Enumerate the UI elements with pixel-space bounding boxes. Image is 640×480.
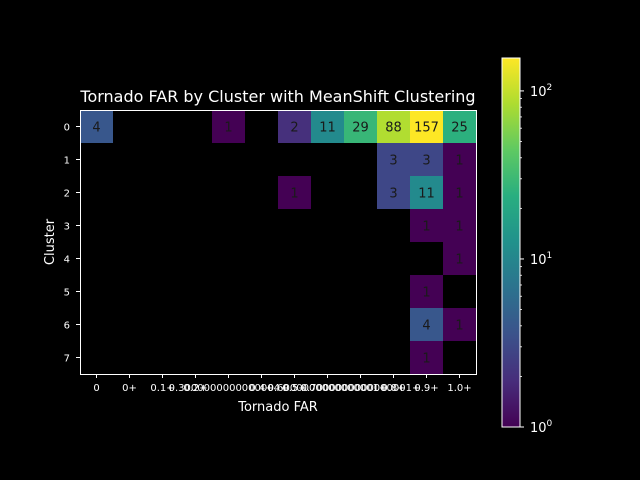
cell-value-label: 11 <box>319 121 336 136</box>
y-tick-label: 6 <box>64 321 70 332</box>
cell-value-label: 11 <box>418 187 435 202</box>
heatmap-cell <box>410 308 443 341</box>
cell-value-label: 1 <box>422 220 430 235</box>
cell-value-label: 29 <box>352 121 369 136</box>
y-tick-label: 3 <box>64 222 70 233</box>
cell-value-label: 3 <box>389 154 397 169</box>
heatmap-cell <box>443 143 476 176</box>
colorbar-tick-label: 102 <box>530 83 552 100</box>
heatmap-cell <box>80 110 113 143</box>
heatmap-cell <box>410 176 443 209</box>
heatmap-cell <box>311 110 344 143</box>
heatmap-cell <box>410 341 443 374</box>
cell-value-label: 3 <box>422 154 430 169</box>
x-tick-label: 0.6000000000000001+ <box>268 383 388 394</box>
cell-value-label: 88 <box>385 121 402 136</box>
y-tick-label: 1 <box>64 156 70 167</box>
heatmap-cell <box>278 110 311 143</box>
cell-value-label: 1 <box>290 187 298 202</box>
cell-value-label: 1 <box>455 187 463 202</box>
x-tick-label: 0.2+ <box>183 383 207 394</box>
x-tick-label: 0.8+ <box>381 383 405 394</box>
heatmap-cell <box>443 242 476 275</box>
heatmap-cells <box>80 110 476 374</box>
x-tick-label: 0.9+ <box>414 383 438 394</box>
y-tick-label: 7 <box>64 354 70 365</box>
x-tick-label: 1.0+ <box>447 383 471 394</box>
cell-value-label: 1 <box>422 352 430 367</box>
plot-frame <box>80 110 477 375</box>
heatmap-cell <box>410 275 443 308</box>
y-tick-label: 2 <box>64 189 70 200</box>
heatmap-cell <box>410 143 443 176</box>
cell-value-label: 4 <box>92 121 100 136</box>
cell-value-label: 4 <box>422 319 430 334</box>
heatmap-cell <box>377 176 410 209</box>
cell-value-label: 157 <box>414 121 439 136</box>
cell-value-label: 1 <box>455 253 463 268</box>
heatmap-cell <box>278 176 311 209</box>
y-tick-label: 5 <box>64 288 70 299</box>
x-tick-label: 0.3000000000000004+ <box>169 383 289 394</box>
cell-value-label: 1 <box>422 286 430 301</box>
cell-value-label: 1 <box>455 220 463 235</box>
colorbar-tick-label: 101 <box>530 251 552 268</box>
heatmap-cell <box>344 110 377 143</box>
x-axis-ticks: 0 0+ 0.1+ 0.2+0.3000000000000004+0.4+ 0.5+0.… <box>93 374 472 394</box>
cell-value-label: 25 <box>451 121 468 136</box>
y-tick-label: 4 <box>64 255 70 266</box>
chart-title: Tornado FAR by Cluster with MeanShift Cl… <box>79 87 475 106</box>
heatmap-cell <box>443 308 476 341</box>
cell-value-label: 2 <box>290 121 298 136</box>
heatmap-cell <box>443 176 476 209</box>
heatmap-cell <box>212 110 245 143</box>
y-axis-label: Cluster <box>43 218 58 265</box>
heatmap-cell <box>377 110 410 143</box>
heatmap-cell <box>377 143 410 176</box>
colorbar <box>501 57 521 428</box>
y-axis-ticks: 0 1 2 3 4 5 6 7 <box>64 123 80 365</box>
x-tick-label: 0.1+ <box>150 383 174 394</box>
cell-value-label: 1 <box>455 154 463 169</box>
x-axis-label: Tornado FAR <box>237 400 318 415</box>
x-tick-label: 0.7000000000000001+ <box>301 383 421 394</box>
colorbar-ticks: 100 101 102 <box>520 83 553 436</box>
colorbar-tick-label: 100 <box>530 419 553 436</box>
cell-value-label: 1 <box>224 121 232 136</box>
x-tick-label: 0.4+ <box>249 383 273 394</box>
y-tick-label: 0 <box>64 123 70 134</box>
cell-value-label: 3 <box>389 187 397 202</box>
cell-value-label: 1 <box>455 319 463 334</box>
heatmap-cell <box>443 209 476 242</box>
x-tick-label: 0 <box>93 383 99 394</box>
heatmap-cell <box>410 110 443 143</box>
heatmap-cell <box>410 209 443 242</box>
heatmap-cell <box>443 110 476 143</box>
x-tick-label: 0.5+ <box>282 383 306 394</box>
x-tick-label: 0+ <box>122 383 137 394</box>
